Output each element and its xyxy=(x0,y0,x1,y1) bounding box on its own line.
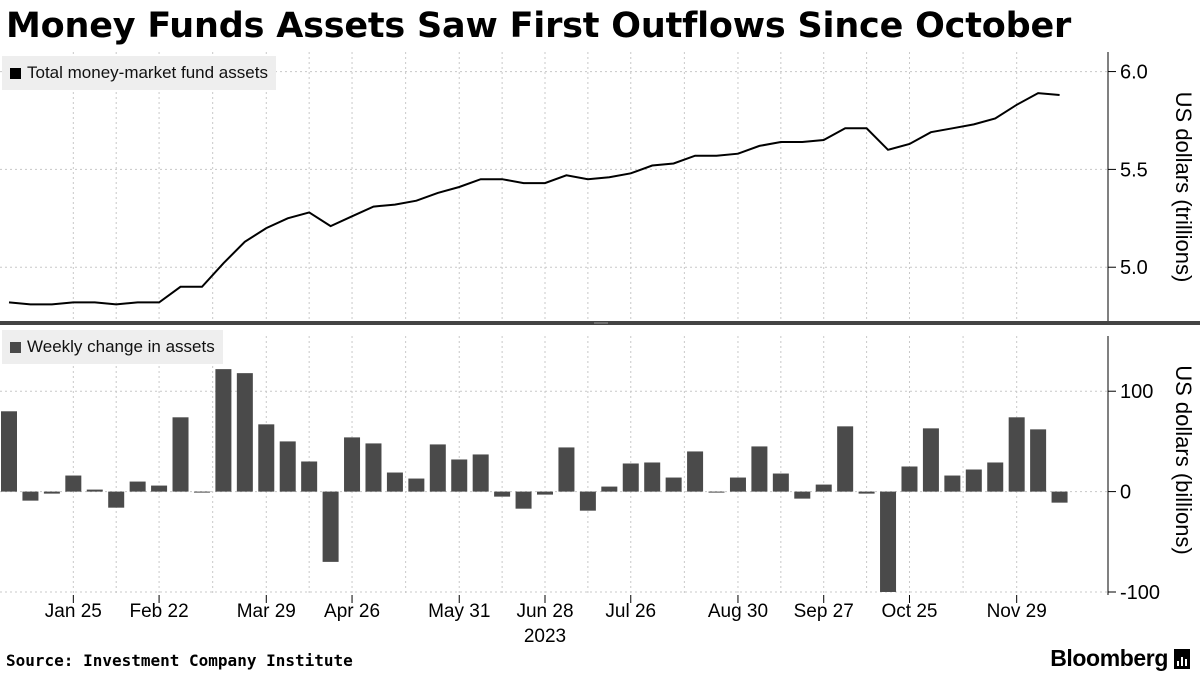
bar xyxy=(429,444,446,492)
legend-swatch-line xyxy=(10,67,21,79)
bar xyxy=(65,475,82,492)
y-tick-label-bottom: 100 xyxy=(1120,381,1153,403)
bar xyxy=(837,426,854,492)
x-tick-label: Jul 26 xyxy=(605,601,656,622)
bar xyxy=(129,481,146,492)
bar xyxy=(108,491,125,508)
brand-name: Bloomberg xyxy=(1050,645,1168,671)
bar xyxy=(622,463,639,492)
x-tick-label: Jun 28 xyxy=(516,601,573,622)
bar xyxy=(172,417,189,492)
bar xyxy=(922,428,939,492)
bar xyxy=(901,466,918,492)
y-tick-label-bottom: 0 xyxy=(1120,482,1131,504)
bar xyxy=(815,484,832,492)
bar xyxy=(1008,417,1025,492)
bar-chart-icon xyxy=(1174,648,1190,669)
y-axis-title-top: US dollars (trillions) xyxy=(1171,92,1196,283)
x-year-label: 2023 xyxy=(524,626,566,647)
x-tick-label: Sep 27 xyxy=(794,601,854,622)
x-tick-label: Feb 22 xyxy=(130,601,189,622)
y-tick-label-top: 5.0 xyxy=(1120,257,1148,279)
tick-labels: Jan 25 Feb 22 Mar 29 Apr 26 May 31 Jun 28 Jul … xyxy=(45,62,1196,647)
bar-series-weekly-change xyxy=(1,369,1068,592)
bar xyxy=(579,491,596,511)
bar xyxy=(322,491,339,562)
chart-title: Money Funds Assets Saw First Outflows Si… xyxy=(6,6,1072,46)
y-axis-title-bottom: US dollars (billions) xyxy=(1171,365,1196,555)
brand-logo: Bloomberg xyxy=(1050,645,1190,672)
bar xyxy=(644,462,661,492)
x-tick-label: Mar 29 xyxy=(237,601,296,622)
bar xyxy=(772,473,789,492)
legend-weekly-change: Weekly change in assets xyxy=(2,330,223,364)
y-tick-label-bottom: -100 xyxy=(1120,582,1160,604)
axes xyxy=(0,52,1200,603)
bar xyxy=(880,491,897,592)
bar xyxy=(151,485,168,492)
x-tick-label: May 31 xyxy=(428,601,490,622)
bar xyxy=(451,459,468,492)
bar xyxy=(944,475,961,492)
bar xyxy=(515,491,532,509)
bar xyxy=(987,462,1004,492)
legend-total-assets: Total money-market fund assets xyxy=(2,56,276,90)
bar xyxy=(665,477,682,492)
legend-label-total-assets: Total money-market fund assets xyxy=(27,63,268,82)
bar xyxy=(472,454,489,492)
bar xyxy=(215,369,232,492)
bar xyxy=(1,411,17,492)
x-tick-label: Jan 25 xyxy=(45,601,102,622)
bar xyxy=(1030,429,1047,492)
x-tick-label: Nov 29 xyxy=(987,601,1047,622)
bar xyxy=(344,437,361,492)
bar xyxy=(708,491,725,493)
bar xyxy=(43,491,60,494)
bar xyxy=(365,443,382,492)
y-tick-label-top: 6.0 xyxy=(1120,62,1148,84)
bar xyxy=(494,491,511,497)
x-tick-label: Oct 25 xyxy=(881,601,937,622)
y-tick-label-top: 5.5 xyxy=(1120,159,1148,181)
bar xyxy=(965,469,982,492)
bar xyxy=(858,491,875,494)
bar xyxy=(408,478,425,492)
bar xyxy=(301,461,318,492)
bar xyxy=(729,477,746,492)
x-tick-label: Apr 26 xyxy=(324,601,380,622)
bar xyxy=(601,486,618,492)
bar xyxy=(558,447,575,492)
bar xyxy=(258,424,275,492)
bar xyxy=(687,451,704,492)
bar xyxy=(1051,491,1068,503)
bar xyxy=(86,489,103,492)
line-series-total-assets xyxy=(8,92,1060,306)
bar xyxy=(751,446,768,492)
x-tick-label: Aug 30 xyxy=(708,601,768,622)
grid-lines xyxy=(0,52,1108,595)
bar xyxy=(279,441,296,492)
bar xyxy=(193,491,210,493)
bar xyxy=(386,472,403,492)
source-note: Source: Investment Company Institute xyxy=(6,651,353,670)
bar xyxy=(794,491,811,499)
legend-label-weekly-change: Weekly change in assets xyxy=(27,337,215,356)
legend-swatch-bar xyxy=(10,341,21,353)
bar xyxy=(236,373,253,492)
bar xyxy=(22,491,39,501)
bar xyxy=(537,491,553,495)
